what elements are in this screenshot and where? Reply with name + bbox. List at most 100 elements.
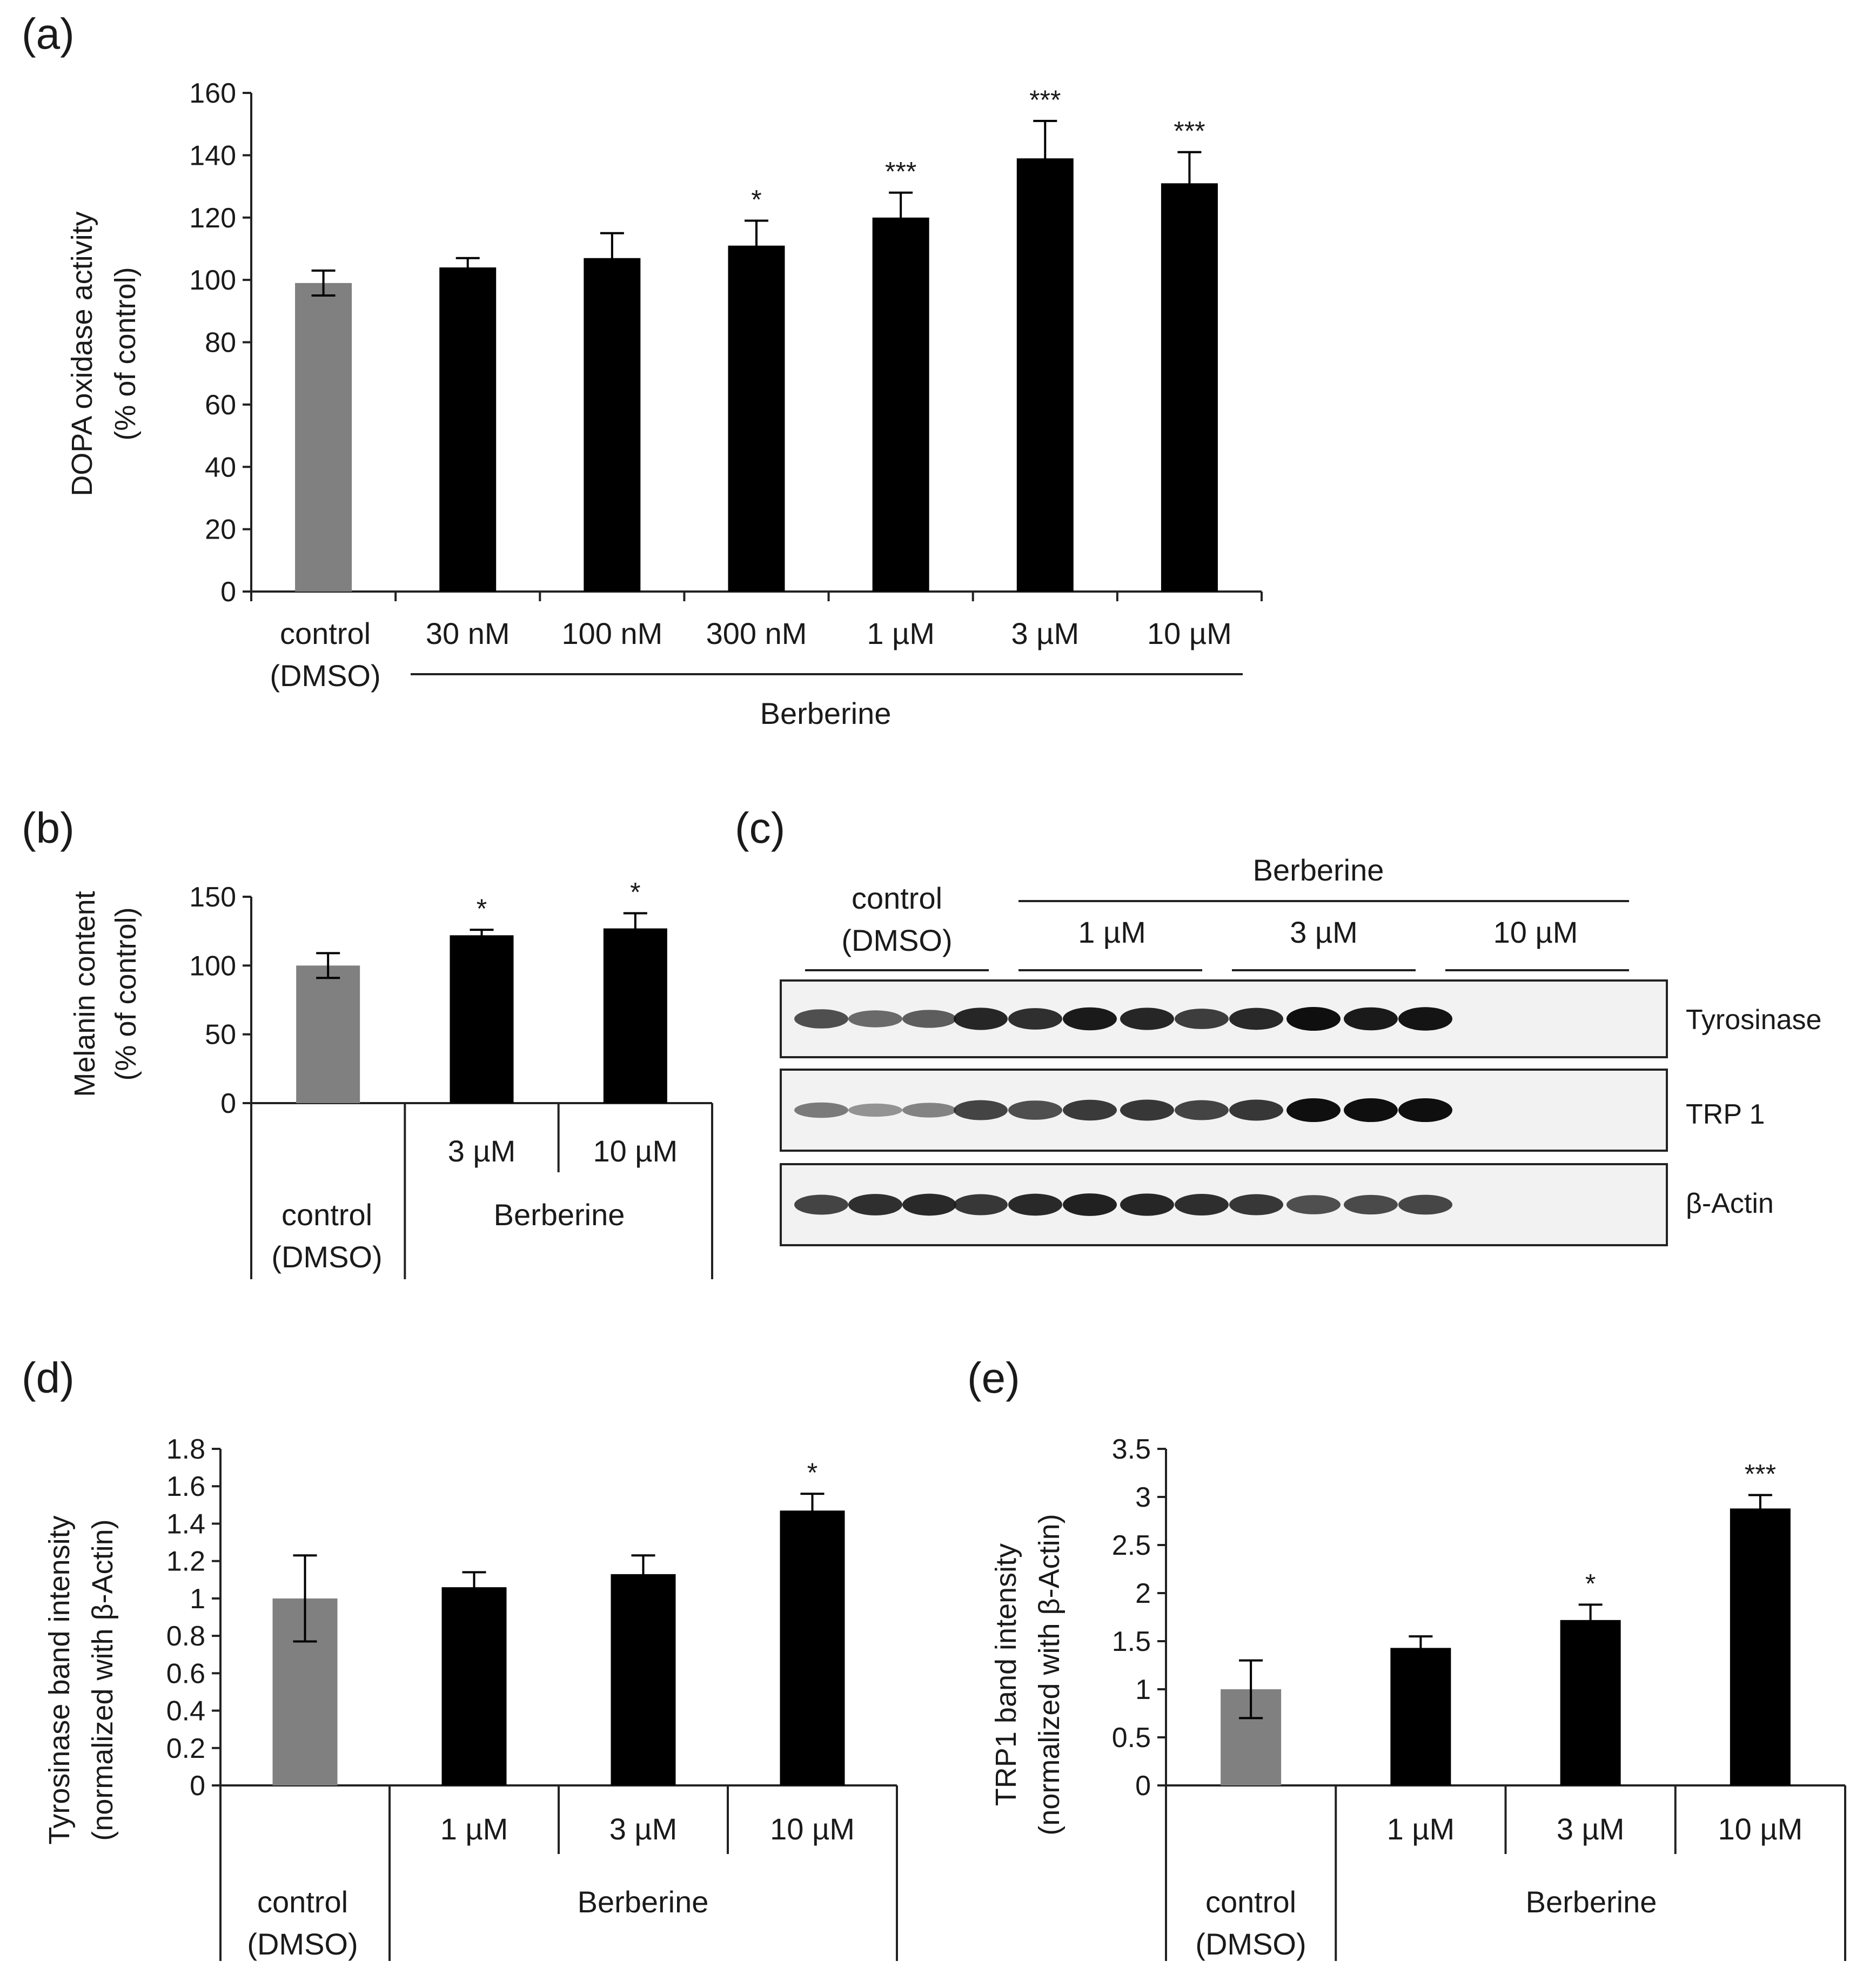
panel-e-label: (e) — [967, 1354, 1020, 1402]
panel-e-y-title-line2: (normalized with β-Actin) — [1033, 1514, 1065, 1835]
blot-band — [794, 1009, 848, 1029]
panel-e: (e) TRP1 band intensity (normalized with… — [967, 1354, 1846, 1961]
panel-a-control-label-line2: (DMSO) — [270, 659, 380, 693]
panel-e-y-tick-label: 2 — [1135, 1578, 1151, 1609]
blot-bands-trp1 — [794, 1098, 1452, 1122]
blot-band — [954, 1008, 1008, 1030]
blot-band — [794, 1194, 848, 1215]
blot-label-trp1: TRP 1 — [1686, 1099, 1765, 1130]
panel-e-y-tick-label: 2.5 — [1112, 1530, 1151, 1561]
blot-group-label: Berberine — [1253, 853, 1384, 887]
blot-band — [1008, 1008, 1062, 1030]
blot-bands-beta-actin — [794, 1193, 1452, 1216]
blot-band — [1175, 1193, 1229, 1216]
panel-a-significance-marker: *** — [885, 157, 916, 187]
panel-d-dose-label: 1 µM — [440, 1812, 508, 1846]
panel-e-dose-label: 3 µM — [1557, 1812, 1625, 1846]
panel-a-y-title-line1: DOPA oxidase activity — [66, 211, 98, 496]
panel-a-bar — [872, 217, 929, 592]
panel-b-y-tick-label: 100 — [189, 950, 236, 982]
panel-a-bar — [439, 267, 497, 592]
panel-a-category-label: 10 µM — [1147, 616, 1232, 650]
panel-b-y-title-line2: (% of control) — [110, 907, 142, 1080]
panel-d-dose-label: 3 µM — [609, 1812, 678, 1846]
panel-c: (c) Berberine control (DMSO) 1 µM 3 µM 1… — [735, 804, 1821, 1246]
blot-band — [848, 1194, 902, 1215]
blot-bands-tyrosinase — [794, 1007, 1452, 1031]
blot-band — [1344, 1007, 1398, 1031]
panel-d: (d) Tyrosinase band intensity (normalize… — [22, 1354, 898, 1961]
panel-a-y-tick-label: 100 — [189, 265, 236, 296]
panel-a-label: (a) — [22, 10, 75, 58]
panel-e-control-label-line2: (DMSO) — [1195, 1927, 1306, 1961]
panel-e-bar — [1390, 1648, 1451, 1785]
blot-band — [1120, 1008, 1174, 1030]
panel-d-y-tick-label: 1.8 — [166, 1434, 205, 1465]
panel-e-bar — [1730, 1508, 1791, 1785]
panel-a-bar — [295, 283, 352, 592]
panel-c-label: (c) — [735, 804, 785, 852]
panel-a-category-label: 1 µM — [867, 616, 935, 650]
panel-d-y-title-line2: (normalized with β-Actin) — [86, 1519, 119, 1841]
panel-b-label: (b) — [22, 804, 75, 852]
panel-d-y-tick-label: 0.2 — [166, 1733, 205, 1764]
panel-d-y-tick-label: 1.6 — [166, 1471, 205, 1502]
panel-b-bar — [603, 928, 667, 1103]
panel-d-control-label-line2: (DMSO) — [247, 1927, 358, 1961]
panel-a-y-tick-label: 160 — [189, 78, 236, 109]
blot-band — [954, 1100, 1008, 1120]
panel-b-dose-label: 3 µM — [448, 1134, 516, 1168]
panel-d-y-tick-label: 1 — [190, 1583, 205, 1615]
panel-a-category-label: 100 nM — [561, 616, 662, 650]
blot-band — [1120, 1193, 1174, 1216]
blot-band — [1229, 1008, 1283, 1030]
blot-dose-label-1: 1 µM — [1078, 915, 1146, 949]
blot-band — [902, 1193, 956, 1216]
blot-band — [1063, 1007, 1117, 1031]
blot-band — [1344, 1098, 1398, 1122]
panel-a-control-label-line1: control — [280, 616, 371, 650]
panel-d-group-label: Berberine — [578, 1885, 709, 1919]
panel-e-y-title-line1: TRP1 band intensity — [990, 1543, 1022, 1806]
panel-e-dose-label: 10 µM — [1718, 1812, 1802, 1846]
blot-band — [1008, 1100, 1062, 1120]
panel-d-y-tick-label: 1.2 — [166, 1546, 205, 1577]
panel-a-y-tick-label: 40 — [205, 452, 236, 483]
panel-d-control-label-line1: control — [257, 1885, 348, 1919]
panel-b-significance-marker: * — [630, 877, 640, 908]
panel-d-bar — [780, 1510, 845, 1785]
panel-a-category-label: 3 µM — [1011, 616, 1079, 650]
panel-d-y-title-line1: Tyrosinase band intensity — [43, 1515, 76, 1844]
blot-band — [1008, 1193, 1062, 1216]
blot-band — [1398, 1194, 1452, 1215]
panel-d-y-tick-label: 0 — [190, 1770, 205, 1802]
panel-d-bar — [611, 1574, 676, 1785]
panel-a-bar — [1016, 158, 1074, 592]
panel-a-category-label: 300 nM — [706, 616, 807, 650]
panel-a-bar — [728, 245, 785, 592]
blot-band — [1063, 1099, 1117, 1121]
blot-band — [954, 1194, 1008, 1215]
blot-band — [1398, 1098, 1452, 1122]
panel-d-y-tick-label: 1.4 — [166, 1508, 205, 1540]
panel-b-bar — [450, 935, 514, 1103]
panel-b-y-title-line1: Melanin content — [69, 891, 101, 1097]
blot-row-tyrosinase: Tyrosinase — [780, 979, 1821, 1058]
panel-b-y-axis-title: Melanin content (% of control) — [69, 891, 142, 1097]
panel-e-bar — [1560, 1620, 1621, 1785]
panel-e-y-tick-label: 0 — [1135, 1770, 1151, 1802]
panel-e-significance-marker: * — [1585, 1568, 1596, 1599]
panel-e-significance-marker: *** — [1745, 1459, 1776, 1489]
blot-dose-label-2: 3 µM — [1290, 915, 1358, 949]
panel-a-significance-marker: * — [751, 185, 761, 215]
panel-d-y-tick-label: 0.4 — [166, 1696, 205, 1727]
panel-a-bar — [584, 258, 641, 592]
panel-a-group-label: Berberine — [760, 696, 892, 730]
blot-control-label-line2: (DMSO) — [841, 923, 952, 957]
panel-d-y-tick-label: 0.6 — [166, 1658, 205, 1689]
panel-a-y-axis-title: DOPA oxidase activity (% of control) — [66, 211, 142, 496]
blot-band — [902, 1010, 956, 1028]
blot-row-beta-actin: β-Actin — [780, 1163, 1774, 1246]
blot-band — [848, 1010, 902, 1027]
